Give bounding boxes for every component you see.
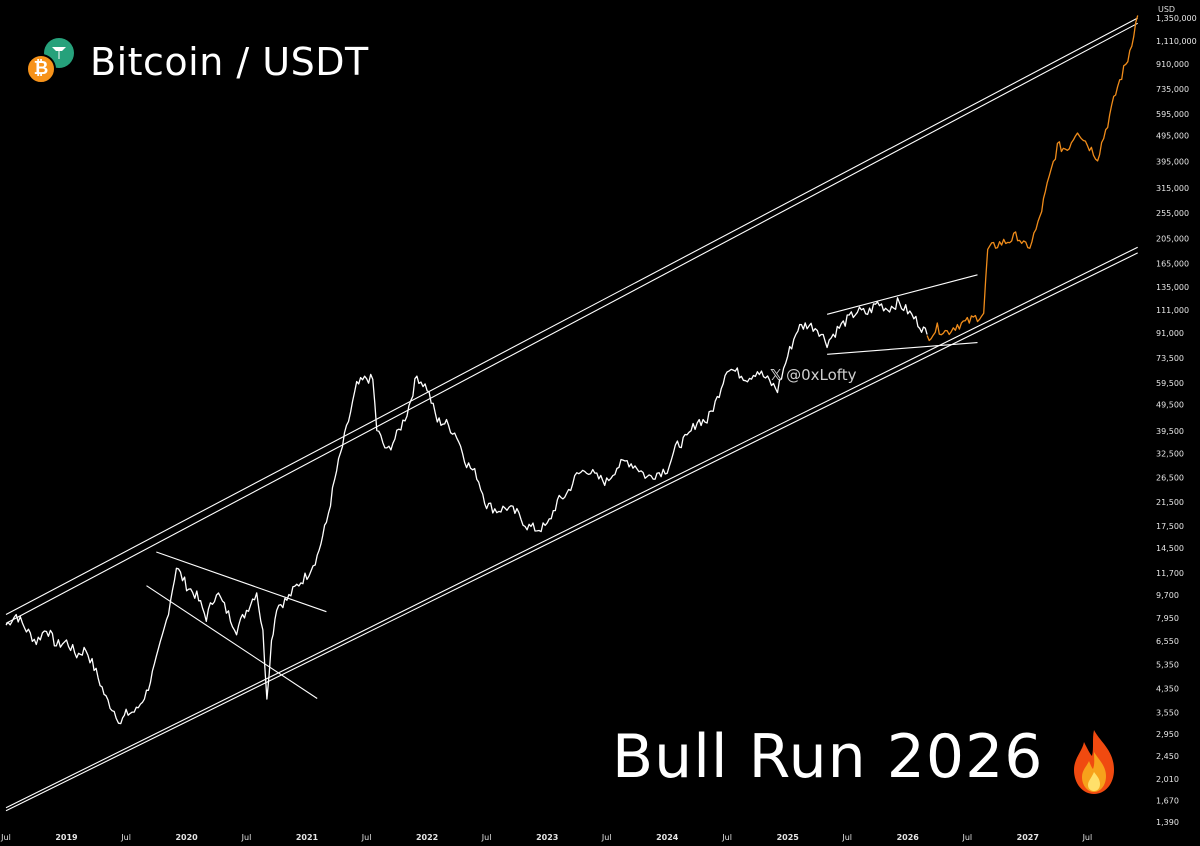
x-tick-label: Jul [841, 833, 852, 842]
pair-title: Bitcoin / USDT [90, 40, 369, 84]
y-tick-label: 1,390 [1156, 818, 1179, 827]
y-tick-label: 14,500 [1156, 544, 1184, 553]
y-tick-label: 910,000 [1156, 60, 1189, 69]
x-tick-label: 2024 [656, 833, 679, 842]
x-tick-label: Jul [120, 833, 131, 842]
x-tick-label: Jul [1082, 833, 1093, 842]
trendline-channel-lower-2 [5, 252, 1138, 812]
y-tick-label: 2,010 [1156, 775, 1179, 784]
y-tick-label: 1,670 [1156, 797, 1179, 806]
trendline-range-upper [826, 274, 978, 315]
series-projection [926, 15, 1139, 342]
x-tick-label: Jul [241, 833, 252, 842]
y-tick-label: 2,950 [1156, 730, 1179, 739]
trendline-channel-upper-2 [5, 22, 1138, 624]
trendline-channel-lower-1 [5, 246, 1138, 809]
y-tick-label: 3,550 [1156, 708, 1179, 717]
watermark-handle: @0xLofty [786, 366, 857, 384]
y-tick-label: 73,500 [1156, 354, 1184, 363]
x-tick-label: 2022 [416, 833, 438, 842]
x-tick-label: 2021 [296, 833, 319, 842]
y-tick-label: 395,000 [1156, 158, 1189, 167]
y-tick-label: 495,000 [1156, 131, 1189, 140]
y-tick-label: 59,500 [1156, 379, 1184, 388]
y-tick-label: 5,350 [1156, 661, 1179, 670]
y-tick-label: 9,700 [1156, 591, 1179, 600]
y-tick-label: 165,000 [1156, 260, 1189, 269]
x-tick-label: 2026 [897, 833, 920, 842]
flame-icon [1074, 730, 1114, 794]
x-tick-label: Jul [361, 833, 372, 842]
x-tick-label: Jul [961, 833, 972, 842]
trendline-layer [5, 17, 1138, 812]
y-tick-label: 1,350,000 [1156, 14, 1197, 23]
y-tick-label: 6,550 [1156, 637, 1179, 646]
x-tick-label: Jul [601, 833, 612, 842]
chart-header: ₿ Bitcoin / USDT [26, 38, 369, 86]
x-axis: Jul 2019 Jul 2020 Jul 2021 Jul 2022 Jul 2023 Jul 20… [0, 833, 1092, 842]
y-tick-label: 91,000 [1156, 329, 1184, 338]
series-price [5, 297, 928, 725]
y-tick-label: 255,000 [1156, 209, 1189, 218]
pair-logos: ₿ [26, 38, 82, 86]
y-tick-label: 595,000 [1156, 110, 1189, 119]
y-tick-label: 205,000 [1156, 234, 1189, 243]
usdt-icon [44, 38, 74, 68]
y-tick-label: 1,110,000 [1156, 37, 1197, 46]
y-tick-label: 4,350 [1156, 685, 1179, 694]
y-tick-label: 111,000 [1156, 306, 1189, 315]
y-tick-label: 26,500 [1156, 473, 1184, 482]
y-tick-label: 2,450 [1156, 752, 1179, 761]
y-axis: 1,350,000 1,110,000 910,000 735,000 595,000 4… [1156, 14, 1197, 827]
axis-unit-label: USD [1158, 5, 1176, 14]
y-tick-label: 135,000 [1156, 283, 1189, 292]
headline: Bull Run 2026 [612, 722, 1044, 792]
y-tick-label: 21,500 [1156, 498, 1184, 507]
trendline-range-lower [827, 342, 978, 355]
y-tick-label: 7,950 [1156, 614, 1179, 623]
y-tick-label: 315,000 [1156, 184, 1189, 193]
watermark: 𝕏 @0xLofty [770, 366, 857, 384]
x-tick-label: 2027 [1017, 833, 1039, 842]
y-tick-label: 32,500 [1156, 450, 1184, 459]
trendline-wedge-lower [146, 585, 318, 699]
x-tick-label: 2023 [536, 833, 558, 842]
bitcoin-icon: ₿ [26, 54, 56, 84]
y-tick-label: 49,500 [1156, 400, 1184, 409]
trendline-channel-upper-1 [5, 17, 1138, 615]
x-tick-label: Jul [0, 833, 11, 842]
x-tick-label: 2020 [175, 833, 198, 842]
x-tick-label: 2019 [55, 833, 78, 842]
series-layer [5, 15, 1139, 725]
y-tick-label: 39,500 [1156, 427, 1184, 436]
y-tick-label: 735,000 [1156, 85, 1189, 94]
x-tick-label: Jul [481, 833, 492, 842]
x-tick-label: 2025 [777, 833, 800, 842]
y-tick-label: 11,700 [1156, 569, 1184, 578]
x-tick-label: Jul [721, 833, 732, 842]
y-tick-label: 17,500 [1156, 522, 1184, 531]
trendline-wedge-upper [156, 551, 327, 613]
x-icon: 𝕏 [770, 366, 783, 384]
